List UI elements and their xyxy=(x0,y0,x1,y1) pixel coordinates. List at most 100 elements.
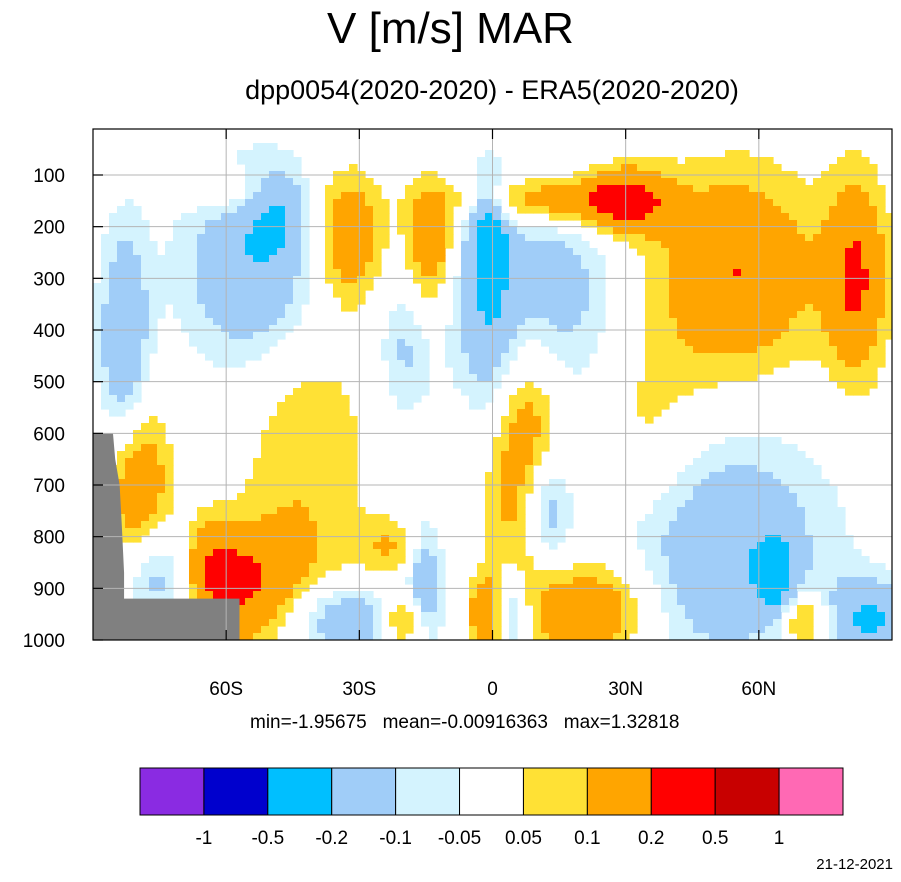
contour-cell xyxy=(517,500,526,508)
contour-cell xyxy=(717,605,726,613)
contour-cell xyxy=(829,374,838,382)
contour-cell xyxy=(861,157,870,165)
contour-cell xyxy=(197,269,206,277)
contour-cell xyxy=(301,577,310,585)
contour-cell xyxy=(789,206,798,214)
contour-cell xyxy=(557,213,566,221)
contour-cell xyxy=(565,332,574,340)
contour-cell xyxy=(773,199,782,207)
contour-cell xyxy=(661,318,670,326)
contour-cell xyxy=(613,591,622,599)
contour-cell xyxy=(421,339,430,347)
contour-cell xyxy=(661,283,670,291)
contour-cell xyxy=(773,605,782,613)
contour-cell xyxy=(421,199,430,207)
contour-cell xyxy=(309,570,318,578)
contour-cell xyxy=(349,605,358,613)
contour-cell xyxy=(269,549,278,557)
contour-cell xyxy=(749,297,758,305)
contour-cell xyxy=(477,360,486,368)
contour-cell xyxy=(237,311,246,319)
contour-cell xyxy=(645,157,654,165)
contour-cell xyxy=(245,598,254,606)
contour-cell xyxy=(645,339,654,347)
contour-cell xyxy=(237,514,246,522)
contour-cell xyxy=(637,206,646,214)
contour-cell xyxy=(581,290,590,298)
contour-cell xyxy=(861,220,870,228)
contour-cell xyxy=(101,262,110,270)
contour-cell xyxy=(197,332,206,340)
contour-cell xyxy=(237,535,246,543)
contour-cell xyxy=(653,234,662,242)
contour-cell xyxy=(733,465,742,473)
contour-cell xyxy=(725,563,734,571)
contour-cell xyxy=(245,332,254,340)
contour-cell xyxy=(885,612,892,620)
contour-cell xyxy=(517,304,526,312)
contour-cell xyxy=(373,227,382,235)
contour-cell xyxy=(101,339,110,347)
contour-cell xyxy=(717,332,726,340)
contour-cell xyxy=(645,528,654,536)
contour-cell xyxy=(757,304,766,312)
contour-cell xyxy=(693,612,702,620)
contour-cell xyxy=(805,633,814,640)
contour-cell xyxy=(701,612,710,620)
contour-cell xyxy=(597,290,606,298)
contour-cell xyxy=(821,185,830,193)
contour-cell xyxy=(661,241,670,249)
contour-cell xyxy=(261,332,270,340)
contour-cell xyxy=(669,612,678,620)
contour-cell xyxy=(533,325,542,333)
contour-cell xyxy=(821,591,830,599)
contour-cell xyxy=(861,612,870,620)
colorbar-swatch xyxy=(522,767,588,816)
contour-cell xyxy=(357,262,366,270)
contour-cell xyxy=(437,563,446,571)
colorbar-label: 0.2 xyxy=(638,828,664,849)
contour-cell xyxy=(565,500,574,508)
contour-cell xyxy=(261,535,270,543)
contour-cell xyxy=(245,493,254,501)
contour-cell xyxy=(261,605,270,613)
contour-cell xyxy=(285,325,294,333)
contour-cell xyxy=(517,444,526,452)
contour-cell xyxy=(245,535,254,543)
contour-cell xyxy=(221,241,230,249)
contour-cell xyxy=(869,262,878,270)
contour-cell xyxy=(709,458,718,466)
contour-cell xyxy=(549,199,558,207)
contour-cell xyxy=(301,395,310,403)
contour-cell xyxy=(517,563,526,571)
contour-cell xyxy=(581,360,590,368)
contour-cell xyxy=(229,199,238,207)
contour-cell xyxy=(389,556,398,564)
contour-cell xyxy=(125,213,134,221)
contour-cell xyxy=(453,339,462,347)
contour-cell xyxy=(605,605,614,613)
contour-cell xyxy=(701,276,710,284)
contour-cell xyxy=(885,626,892,634)
contour-cell xyxy=(405,367,414,375)
contour-cell xyxy=(725,549,734,557)
contour-cell xyxy=(813,325,822,333)
contour-cell xyxy=(381,514,390,522)
contour-cell xyxy=(413,255,422,263)
contour-cell xyxy=(117,451,126,459)
contour-cell xyxy=(661,577,670,585)
contour-cell xyxy=(765,367,774,375)
contour-cell xyxy=(677,542,686,550)
contour-cell xyxy=(205,521,214,529)
contour-cell xyxy=(125,255,134,263)
contour-cell xyxy=(741,584,750,592)
contour-cell xyxy=(693,535,702,543)
contour-cell xyxy=(733,591,742,599)
contour-cell xyxy=(837,234,846,242)
contour-cell xyxy=(253,339,262,347)
contour-cell xyxy=(613,199,622,207)
contour-cell xyxy=(861,339,870,347)
contour-cell xyxy=(685,563,694,571)
contour-cell xyxy=(197,549,206,557)
